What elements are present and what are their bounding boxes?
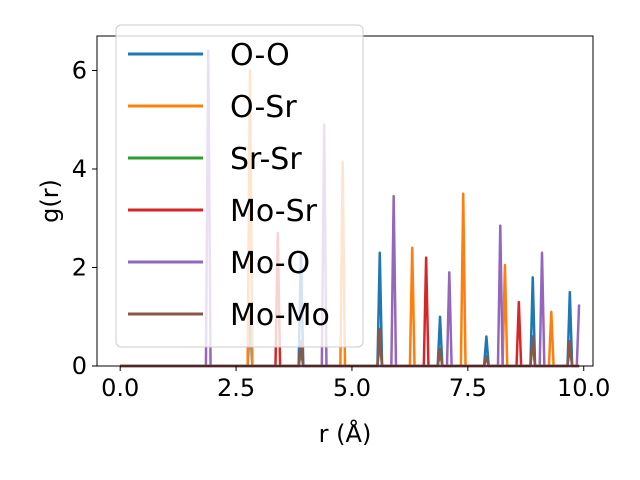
x-axis-label: r (Å) — [319, 419, 372, 448]
x-tick-label: 0.0 — [101, 374, 139, 402]
legend-label-mo-mo: Mo-Mo — [230, 298, 330, 333]
legend-label-o-o: O-O — [230, 38, 290, 73]
x-tick-label: 5.0 — [333, 374, 371, 402]
legend: O-O O-Sr Sr-Sr Mo-Sr Mo-O Mo-Mo — [115, 24, 364, 348]
x-tick-label: 2.5 — [217, 374, 255, 402]
y-axis-label: g(r) — [36, 179, 64, 223]
legend-label-o-sr: O-Sr — [230, 90, 297, 125]
legend-label-mo-o: Mo-O — [230, 246, 310, 281]
legend-label-mo-sr: Mo-Sr — [230, 194, 318, 229]
y-tick-label: 4 — [72, 155, 87, 183]
x-tick-label: 7.5 — [449, 374, 487, 402]
y-tick-label: 0 — [72, 352, 87, 380]
y-tick-label: 2 — [72, 253, 87, 281]
y-axis: 0 2 4 6 — [72, 56, 97, 380]
legend-label-sr-sr: Sr-Sr — [230, 142, 302, 177]
y-tick-label: 6 — [72, 56, 87, 84]
x-tick-label: 10.0 — [557, 374, 610, 402]
x-axis: 0.0 2.5 5.0 7.5 10.0 — [101, 366, 610, 402]
